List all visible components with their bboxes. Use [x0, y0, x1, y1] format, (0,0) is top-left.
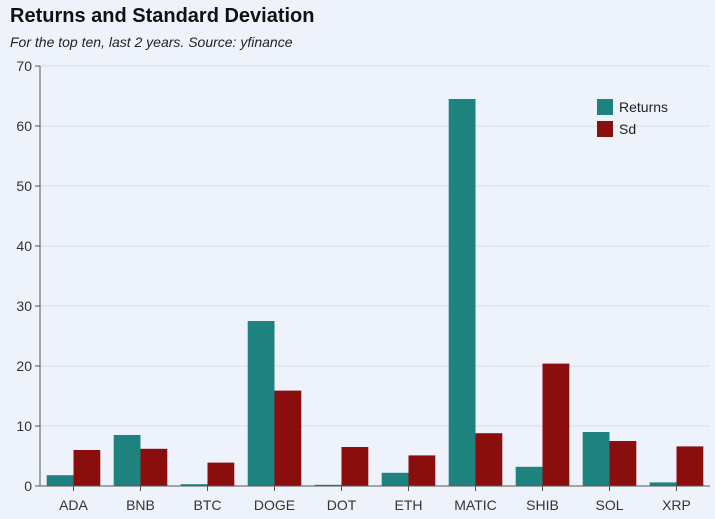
grid-lines — [40, 65, 710, 427]
x-tick-label: ETH — [395, 497, 423, 513]
x-tick-label: BTC — [194, 497, 222, 513]
y-tick-label: 30 — [16, 298, 32, 314]
x-tick-label: ADA — [59, 497, 88, 513]
y-tick-label: 40 — [16, 238, 32, 254]
y-tick-label: 10 — [16, 418, 32, 434]
bar-returns-btc[interactable] — [180, 484, 208, 486]
x-tick-label: DOT — [327, 497, 357, 513]
y-tick-label: 70 — [16, 58, 32, 74]
bar-sd-xrp[interactable] — [676, 446, 704, 486]
bar-returns-doge[interactable] — [247, 321, 275, 486]
bar-returns-matic[interactable] — [448, 99, 476, 486]
bar-returns-bnb[interactable] — [113, 435, 141, 486]
bar-returns-dot[interactable] — [314, 484, 342, 486]
x-tick-label: XRP — [662, 497, 691, 513]
bar-sd-btc[interactable] — [207, 462, 235, 486]
x-tick-label: MATIC — [454, 497, 497, 513]
bar-sd-shib[interactable] — [542, 363, 570, 486]
legend-label-returns: Returns — [619, 99, 668, 115]
y-tick-label: 0 — [24, 478, 32, 494]
axes: 0 10 20 30 40 50 60 70 ADA BNB BTC DOGE DOT ETH MATIC S… — [16, 58, 710, 513]
bar-sd-doge[interactable] — [274, 390, 302, 486]
bar-returns-shib[interactable] — [515, 466, 543, 486]
bar-sd-ada[interactable] — [73, 450, 101, 486]
y-tick-label: 20 — [16, 358, 32, 374]
legend-swatch-sd — [597, 121, 613, 137]
legend-swatch-returns — [597, 99, 613, 115]
bars — [46, 99, 704, 486]
x-tick-label: SOL — [595, 497, 623, 513]
bar-sd-matic[interactable] — [475, 433, 503, 486]
bar-sd-eth[interactable] — [408, 455, 436, 486]
bar-sd-dot[interactable] — [341, 447, 369, 486]
bar-returns-sol[interactable] — [582, 432, 610, 486]
y-tick-label: 60 — [16, 118, 32, 134]
legend-label-sd: Sd — [619, 121, 636, 137]
bar-returns-xrp[interactable] — [649, 482, 677, 486]
bar-sd-bnb[interactable] — [140, 448, 168, 486]
bar-sd-sol[interactable] — [609, 441, 637, 486]
chart-title: Returns and Standard Deviation — [10, 5, 315, 27]
x-tick-label: SHIB — [526, 497, 559, 513]
bar-returns-eth[interactable] — [381, 472, 409, 486]
y-tick-label: 50 — [16, 178, 32, 194]
x-tick-label: DOGE — [254, 497, 295, 513]
chart-subtitle: For the top ten, last 2 years. Source: y… — [10, 34, 293, 50]
bar-returns-ada[interactable] — [46, 475, 74, 486]
x-tick-label: BNB — [126, 497, 155, 513]
legend: Returns Sd — [597, 99, 668, 137]
